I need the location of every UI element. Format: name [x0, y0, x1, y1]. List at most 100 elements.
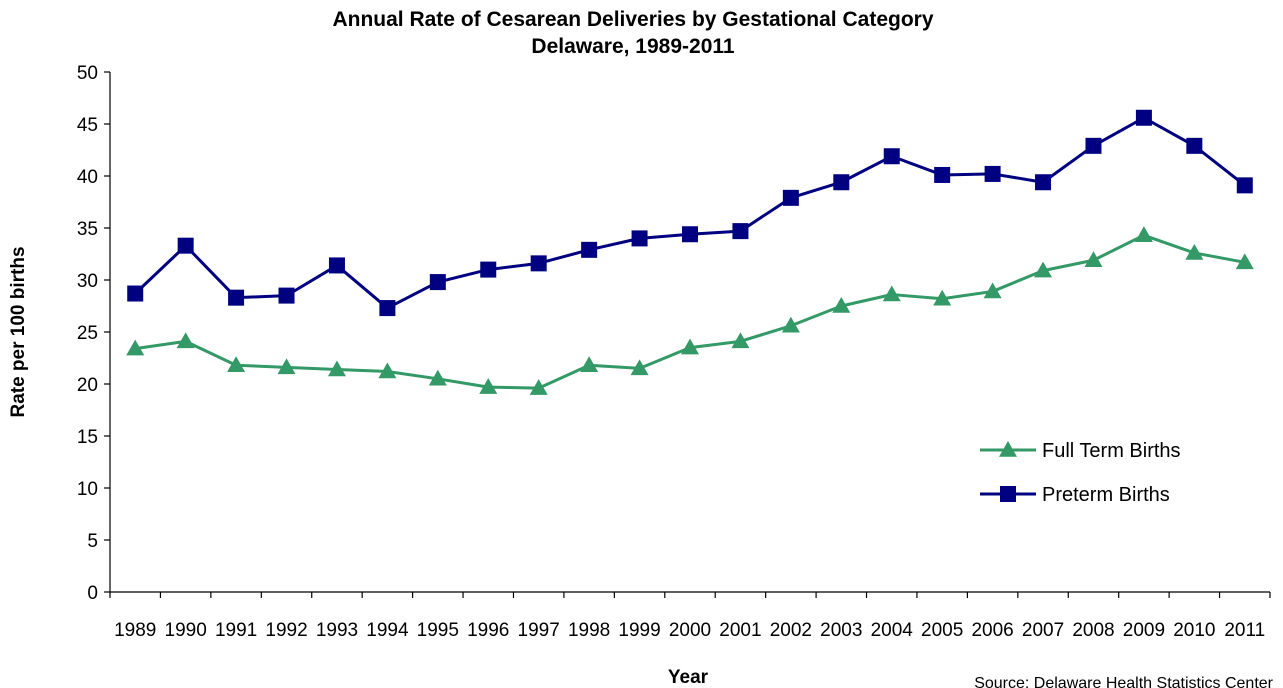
x-tick-label: 1993: [316, 620, 358, 641]
data-point: [529, 379, 548, 395]
legend-marker: [999, 441, 1017, 457]
data-point: [1185, 243, 1204, 260]
data-point: [479, 378, 498, 394]
y-tick-label: 10: [77, 479, 98, 500]
data-point: [1034, 261, 1053, 278]
data-point: [127, 285, 144, 302]
x-tick-label: 1996: [467, 620, 509, 641]
data-point: [1236, 177, 1253, 194]
data-point: [731, 332, 750, 349]
y-tick-label: 35: [77, 219, 98, 240]
data-point: [1035, 174, 1052, 191]
data-point: [682, 226, 698, 243]
data-point: [227, 356, 246, 373]
y-tick-label: 30: [77, 271, 98, 292]
data-point: [984, 165, 1001, 182]
data-point: [732, 223, 749, 240]
y-tick-label: 0: [87, 583, 98, 604]
x-tick-label: 2005: [921, 620, 963, 641]
data-point: [1134, 226, 1153, 243]
data-point: [934, 166, 951, 183]
x-tick-label: 2004: [871, 620, 914, 641]
data-point: [126, 339, 145, 356]
data-point: [832, 297, 851, 313]
data-point: [833, 174, 850, 191]
data-point: [1135, 109, 1152, 126]
x-tick-label: 1999: [618, 620, 660, 641]
x-tick-label: 2008: [1072, 620, 1114, 641]
data-point: [228, 289, 245, 306]
x-tick-label: 2011: [1224, 620, 1265, 641]
data-point: [882, 285, 901, 302]
y-tick-label: 45: [77, 115, 98, 136]
source-note: Source: Delaware Health Statistics Cente…: [974, 675, 1273, 688]
x-tick-label: 2003: [820, 620, 862, 641]
data-point: [631, 230, 648, 247]
y-tick-label: 40: [77, 167, 98, 188]
series-triangle: [126, 226, 1254, 395]
x-tick-label: 1997: [518, 620, 560, 641]
y-tick-label: 50: [77, 63, 98, 84]
y-axis-label: Rate per 100 births: [8, 246, 29, 417]
legend-label: Full Term Births: [1042, 440, 1181, 462]
legend: Full Term Births Preterm Births: [980, 440, 1181, 506]
y-tick-label: 15: [77, 427, 98, 448]
x-tick-label: 1998: [568, 620, 610, 641]
x-tick-label: 2007: [1022, 620, 1064, 641]
x-tick-label: 2002: [770, 620, 812, 641]
data-point: [177, 237, 194, 254]
series-line: [135, 233, 1246, 390]
data-point: [933, 289, 952, 306]
x-tick-label: 2000: [669, 620, 711, 641]
chart-title: Annual Rate of Cesarean Deliveries by Ge…: [332, 8, 933, 31]
data-point: [1085, 137, 1102, 154]
x-tick-label: 2010: [1173, 620, 1215, 641]
data-point: [378, 362, 397, 379]
data-point: [176, 332, 195, 349]
x-tick-label: 1990: [165, 620, 207, 641]
data-point: [480, 261, 497, 278]
x-axis: 1989 1990 1991 1992 1993 1994 1995 1996 1997 1998…: [109, 591, 1271, 641]
data-point: [428, 369, 447, 386]
data-point: [277, 358, 296, 375]
x-tick-label: 2009: [1123, 620, 1165, 641]
data-point: [327, 360, 346, 377]
x-tick-label: 1991: [215, 620, 257, 641]
x-tick-label: 2006: [971, 620, 1013, 641]
series-layer: [126, 109, 1254, 395]
data-point: [983, 282, 1002, 299]
series-square: [127, 109, 1253, 317]
x-tick-label: 1995: [417, 620, 459, 641]
data-point: [781, 316, 800, 333]
legend-marker: [1000, 486, 1016, 502]
data-point: [379, 300, 396, 317]
data-point: [581, 241, 598, 258]
legend-label: Preterm Births: [1042, 484, 1170, 506]
data-point: [883, 148, 900, 165]
x-axis-label: Year: [668, 667, 709, 688]
data-point: [1084, 251, 1103, 267]
data-point: [530, 255, 547, 272]
data-point: [630, 359, 649, 376]
data-point: [278, 287, 295, 304]
data-point: [1235, 253, 1254, 270]
data-point: [782, 189, 799, 206]
x-tick-label: 1994: [366, 620, 409, 641]
data-point: [328, 257, 345, 274]
y-axis: 0 5 10 15 20 25 30 35 40 45 50: [77, 63, 111, 604]
legend-item: Preterm Births: [980, 484, 1170, 506]
data-point: [1186, 137, 1203, 154]
y-tick-label: 20: [77, 375, 98, 396]
data-point: [429, 274, 446, 291]
x-tick-label: 1989: [114, 620, 156, 641]
x-tick-label: 1992: [265, 620, 307, 641]
y-tick-label: 5: [87, 531, 98, 552]
y-tick-label: 25: [77, 323, 98, 344]
series-line: [134, 116, 1246, 310]
chart-subtitle: Delaware, 1989-2011: [531, 35, 734, 58]
data-point: [681, 338, 699, 355]
legend-item: Full Term Births: [980, 440, 1181, 462]
data-point: [580, 356, 599, 373]
